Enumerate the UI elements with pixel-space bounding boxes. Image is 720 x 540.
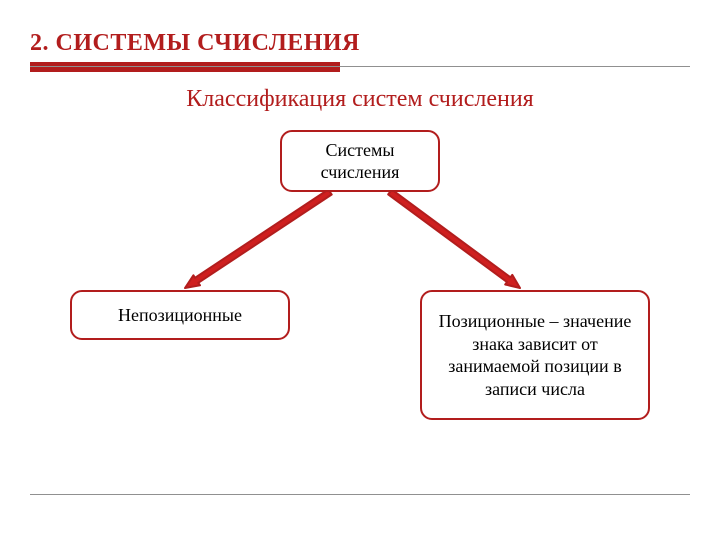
- page-title: 2. СИСТЕМЫ СЧИСЛЕНИЯ: [30, 30, 360, 57]
- subtitle: Классификация систем счисления: [0, 86, 720, 113]
- edge-arrow: [185, 190, 332, 289]
- edge-arrow: [388, 190, 520, 288]
- header-thick-rule: [30, 62, 340, 72]
- slide: 2. СИСТЕМЫ СЧИСЛЕНИЯ Классификация систе…: [0, 0, 720, 540]
- footer-rule: [30, 494, 690, 495]
- node-left: Непозиционные: [70, 290, 290, 340]
- header-thin-rule: [30, 66, 690, 67]
- tree-diagram: Системысчисления Непозиционные Позиционн…: [0, 120, 720, 480]
- header-rule-group: [30, 62, 690, 74]
- node-root: Системысчисления: [280, 130, 440, 192]
- node-right: Позиционные – значение знака зависит от …: [420, 290, 650, 420]
